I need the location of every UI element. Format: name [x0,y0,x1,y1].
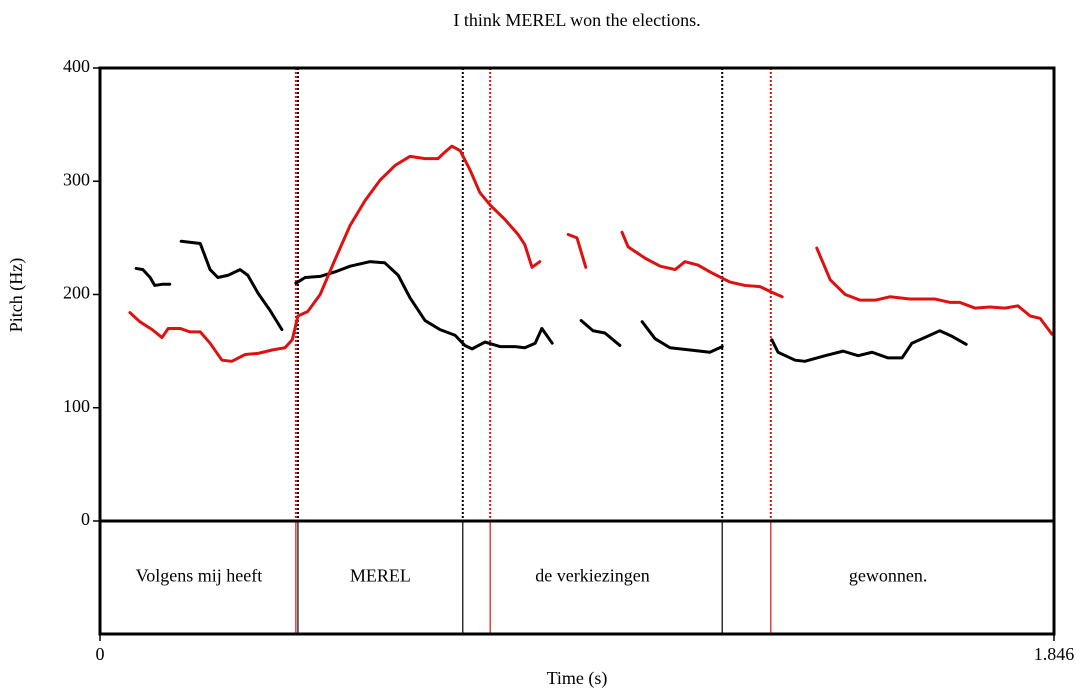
plot-frame [98,66,1056,636]
pitch-line [128,144,1054,363]
tier-label: MEREL [350,566,411,586]
y-tick-label: 300 [63,169,90,189]
y-tick-label: 100 [63,396,90,416]
y-tick-label: 400 [63,56,90,76]
tier-label: de verkiezingen [535,566,649,586]
x-tick-label: 0 [96,644,105,664]
y-tick-label: 200 [63,283,90,303]
pitch-line [134,239,968,363]
x-axis-label: Time (s) [547,668,608,689]
x-tick-label: 1.846 [1034,644,1075,664]
y-tick-label: 0 [81,509,90,529]
tier-label: gewonnen. [849,566,927,586]
y-axis-label: Pitch (Hz) [6,258,27,332]
chart-title: I think MEREL won the elections. [453,10,700,30]
tier-label: Volgens mij heeft [136,566,263,586]
